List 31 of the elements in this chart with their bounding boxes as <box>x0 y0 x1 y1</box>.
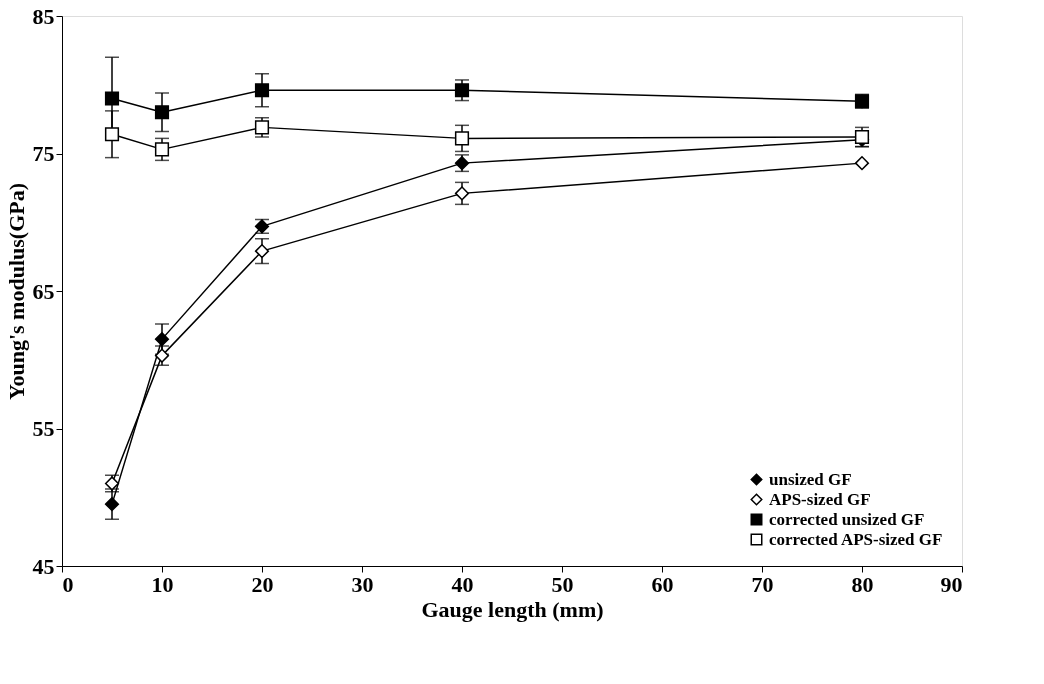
point <box>104 91 120 106</box>
x-tick-label: 10 <box>151 571 174 597</box>
x-tick-label: 30 <box>351 571 374 597</box>
x-tick-label: 80 <box>851 571 874 597</box>
legend-label: APS-sized GF <box>769 489 871 509</box>
y-axis-title: Young's modulus(GPa) <box>3 182 29 401</box>
point <box>254 244 270 259</box>
y-tick-label: 75 <box>32 141 55 166</box>
x-tick-label: 90 <box>940 571 963 597</box>
legend-label: corrected unsized GF <box>769 509 925 529</box>
x-tick-label: 60 <box>651 571 674 597</box>
y-tick-label: 65 <box>32 278 55 304</box>
y-tick-label: 45 <box>32 553 55 579</box>
point <box>104 127 120 142</box>
x-tick-label: 40 <box>451 571 474 597</box>
y-tick-label: 55 <box>32 416 55 441</box>
legend-label: unsized GF <box>769 469 852 489</box>
point <box>454 131 470 146</box>
point <box>154 332 170 347</box>
legend-label: corrected APS-sized GF <box>769 529 943 549</box>
x-tick-label: 70 <box>751 571 774 597</box>
x-tick-label: 0 <box>62 571 74 597</box>
point <box>154 105 170 120</box>
point <box>454 83 470 98</box>
x-tick-label: 20 <box>251 571 274 597</box>
x-axis-title: Gauge length (mm) <box>421 596 604 622</box>
x-tick-label: 50 <box>551 571 574 597</box>
point <box>104 497 120 512</box>
point <box>254 83 270 98</box>
y-tick-label: 85 <box>32 3 55 29</box>
point <box>154 142 170 157</box>
